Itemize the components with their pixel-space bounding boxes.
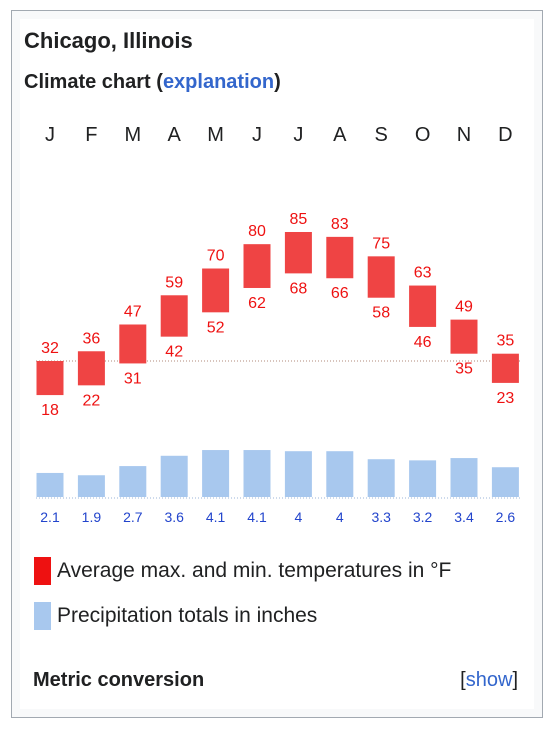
month-label: J [45,124,55,146]
climate-box [11,10,543,718]
month-label: A [333,124,347,146]
temp-bar [450,319,478,354]
month-label: J [293,124,303,146]
precip-label: 2.7 [123,509,143,525]
temp-max-label: 85 [290,211,308,228]
precip-label: 3.3 [371,509,391,525]
location-title: Chicago, Illinois [24,28,193,53]
month-label: O [415,124,431,146]
month-label: J [252,124,262,146]
legend-precipitation: Precipitation totals in inches [34,602,317,630]
precip-bar [36,472,64,497]
precipitation-swatch [34,602,51,630]
precip-label: 4.1 [206,509,226,525]
temp-bar [243,244,271,288]
climate-chart: J 32 18 2.1 F 36 22 1.9 M 47 31 2.7 A 59 42 3.6 M 70 52 4.1… [36,124,520,525]
month-label: F [85,124,97,146]
precip-bar [450,458,478,497]
temp-bar [202,268,230,313]
temp-max-label: 36 [83,330,101,347]
temp-bar [119,324,147,364]
temp-min-label: 42 [165,344,183,361]
precip-label: 1.9 [82,509,102,525]
temp-max-label: 83 [331,216,349,233]
temp-min-label: 46 [414,334,432,351]
legend-temperature-label: Average max. and min. temperatures in °F [57,559,452,582]
temp-min-label: 52 [207,319,225,336]
precip-bar [119,466,147,497]
climate-box-inner [20,19,534,709]
precip-label: 3.2 [413,509,433,525]
temp-bar [491,353,519,383]
temp-min-label: 22 [83,392,101,409]
precip-bar [409,460,437,497]
metric-conversion-toggle: [show] [460,669,518,692]
metric-conversion-label: Metric conversion [33,669,205,691]
temp-max-label: 70 [207,248,225,265]
month-label: S [375,124,388,146]
month-label: M [124,124,141,146]
temp-bar [77,351,105,386]
precip-bar [77,475,105,497]
precip-label: 3.6 [164,509,184,525]
precip-bar [326,451,354,497]
precip-label: 3.4 [454,509,474,525]
temp-max-label: 32 [41,340,59,357]
temp-min-label: 68 [290,280,308,297]
temp-bar [367,256,395,298]
explanation-link[interactable]: explanation [162,71,275,93]
temp-bar [160,295,188,337]
chart-title: Climate chart (explanation) [24,71,281,94]
temp-min-label: 23 [497,390,515,407]
month-label: D [498,124,512,146]
temp-max-label: 80 [248,223,266,240]
temp-max-label: 49 [455,299,473,316]
temp-min-label: 62 [248,295,266,312]
temp-max-label: 59 [165,274,183,291]
temp-min-label: 31 [124,370,142,387]
bracket-close: ] [512,669,518,691]
precip-label: 4 [295,509,303,525]
precip-bar [284,451,312,497]
legend-precipitation-label: Precipitation totals in inches [57,604,318,627]
temp-max-label: 47 [124,303,142,320]
precip-bar [243,450,271,497]
temp-min-label: 35 [455,361,473,378]
precip-bar [160,455,188,497]
month-label: M [207,124,224,146]
precip-label: 4.1 [247,509,267,525]
precip-label: 2.1 [40,509,60,525]
temperature-swatch [34,557,51,585]
precip-bar [202,450,230,497]
chart-title-suffix: ) [274,71,281,93]
temp-max-label: 75 [372,235,390,252]
legend-temperature: Average max. and min. temperatures in °F [34,557,451,585]
precip-label: 2.6 [496,509,516,525]
temp-bar [284,231,312,274]
temp-max-label: 63 [414,265,432,282]
precip-bar [491,467,519,497]
month-label: A [168,124,182,146]
month-label: N [457,124,471,146]
temp-bar [409,285,437,327]
temp-min-label: 18 [41,402,59,419]
precip-bar [367,459,395,497]
temp-min-label: 66 [331,285,349,302]
temp-bar [326,236,354,279]
chart-title-prefix: Climate chart ( [24,71,163,93]
precip-label: 4 [336,509,344,525]
bracket-open: [ [460,669,466,691]
temp-bar [36,361,64,396]
show-link[interactable]: show [465,669,513,691]
temp-max-label: 35 [497,333,515,350]
temp-min-label: 58 [372,305,390,322]
